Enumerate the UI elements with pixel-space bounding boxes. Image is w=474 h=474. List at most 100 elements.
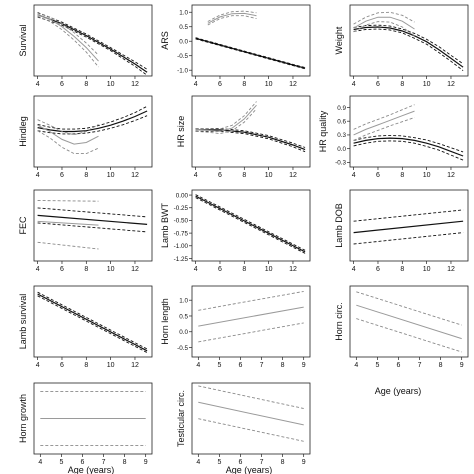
- ci-lower-grey: [207, 15, 257, 26]
- ci-lower-grey: [356, 318, 462, 353]
- x-tick-label: 8: [84, 362, 88, 369]
- y-tick-label: 0.0: [337, 146, 346, 153]
- x-axis-label-row5-mid: Age (years): [226, 465, 273, 474]
- x-tick-label: 10: [423, 172, 431, 179]
- x-tick-label: 5: [217, 459, 221, 466]
- panel-lamb_bwt: 4 6 8 10 12 0.00 -0.25 -0.50 -0.75 -1.00 -1.25 Lamb…: [160, 189, 311, 273]
- line-grey: [198, 306, 304, 327]
- y-axis-label: Horn growth: [18, 394, 28, 443]
- ci-upper-grey: [198, 385, 304, 409]
- x-tick-label: 6: [60, 81, 64, 88]
- ci-lower-black: [37, 222, 148, 233]
- x-tick-label: 10: [107, 362, 115, 369]
- line-black: [195, 129, 306, 151]
- ci-upper-black: [37, 207, 148, 218]
- panel-frame: [33, 4, 153, 77]
- y-axis-label: Testicular circ.: [176, 390, 186, 447]
- x-tick-label: 10: [265, 172, 273, 179]
- y-tick-label: 0.3: [337, 132, 346, 139]
- x-tick-label: 6: [81, 459, 85, 466]
- x-tick-label: 6: [218, 266, 222, 273]
- x-tick-label: 6: [376, 81, 380, 88]
- x-tick-label: 10: [423, 266, 431, 273]
- ci-lower-black: [195, 130, 306, 153]
- ci-upper-black: [37, 291, 148, 350]
- x-tick-label: 4: [352, 81, 356, 88]
- panel-weight: 4 6 8 10 12 Weight: [334, 4, 469, 88]
- x-tick-label: 8: [400, 81, 404, 88]
- x-tick-label: 6: [60, 266, 64, 273]
- line-black: [37, 293, 148, 352]
- x-tick-label: 4: [194, 81, 198, 88]
- x-tick-label: 12: [289, 266, 297, 273]
- panel-frame: [33, 189, 153, 262]
- line-grey: [195, 104, 257, 132]
- x-tick-label: 10: [107, 266, 115, 273]
- panel-testicular_circ: 4 5 6 7 8 9 Testicular circ.: [176, 382, 311, 466]
- x-tick-label: 6: [60, 172, 64, 179]
- panel-ars: 4 6 8 10 12 -1.0 -0.5 0.0 0.5 1.0 ARS: [160, 4, 311, 88]
- y-tick-label: 0.0: [179, 329, 188, 336]
- panel-frame: [349, 189, 469, 262]
- y-tick-label: 0.6: [337, 118, 346, 125]
- x-tick-label: 6: [239, 362, 243, 369]
- panel-lamb_dob: 4 6 8 10 12 Lamb DOB: [334, 189, 469, 273]
- y-axis-label: Lamb DOB: [334, 203, 344, 248]
- panel-lamb_survival: 4 6 8 10 12 Lamb survival: [18, 285, 153, 369]
- ci-upper-black: [353, 209, 464, 222]
- y-axis-label: Lamb survival: [18, 294, 28, 350]
- x-tick-label: 7: [102, 459, 106, 466]
- ci-lower-grey: [37, 15, 99, 68]
- y-axis-label: Survival: [18, 24, 28, 56]
- panel-hindleg: 4 6 8 10 12 Hindleg: [18, 95, 153, 179]
- ci-upper-black: [37, 12, 148, 70]
- line-black: [37, 214, 148, 225]
- line-black: [195, 37, 306, 69]
- x-tick-label: 7: [260, 362, 264, 369]
- x-tick-label: 5: [375, 362, 379, 369]
- x-tick-label: 6: [397, 362, 401, 369]
- y-axis-label: Horn length: [160, 298, 170, 345]
- y-axis-label: HR quality: [318, 110, 328, 152]
- line-grey: [198, 401, 304, 426]
- y-tick-label: 0.0: [179, 39, 188, 46]
- x-tick-label: 6: [376, 266, 380, 273]
- line-black: [353, 137, 464, 157]
- ci-upper-grey: [353, 11, 415, 25]
- x-tick-label: 12: [131, 266, 139, 273]
- x-tick-label: 4: [352, 172, 356, 179]
- x-tick-label: 4: [196, 362, 200, 369]
- ci-lower-black: [37, 295, 148, 353]
- x-tick-label: 4: [36, 362, 40, 369]
- y-tick-label: 1.0: [179, 298, 188, 305]
- panel-frame: [191, 189, 311, 262]
- panel-frame: [349, 285, 469, 358]
- x-tick-label: 10: [107, 172, 115, 179]
- x-tick-label: 12: [447, 172, 455, 179]
- panels: 4 6 8 10 12 Survival 4 6 8 10 12 -1.0 -0.5 0.0 0.5 1.0 A…: [18, 4, 469, 466]
- panel-frame: [33, 285, 153, 358]
- x-axis-label-row5-left: Age (years): [68, 465, 115, 474]
- line-black: [353, 26, 464, 68]
- ci-upper-grey: [198, 290, 304, 311]
- x-tick-label: 12: [447, 81, 455, 88]
- ci-lower-black: [353, 232, 464, 245]
- x-tick-label: 9: [460, 362, 464, 369]
- y-axis-label: Hindleg: [18, 116, 28, 147]
- x-tick-label: 8: [281, 362, 285, 369]
- panel-frame: [349, 4, 469, 77]
- ci-lower-grey: [353, 117, 415, 141]
- y-tick-label: -1.00: [174, 243, 189, 250]
- ci-lower-grey: [198, 418, 304, 442]
- y-tick-label: 0.5: [179, 313, 188, 320]
- line-black: [353, 220, 464, 234]
- y-axis-label: Weight: [334, 26, 344, 54]
- x-tick-label: 7: [260, 459, 264, 466]
- ci-upper-black: [195, 37, 306, 69]
- panel-frame: [191, 285, 311, 358]
- ci-upper-grey: [195, 101, 257, 130]
- y-tick-label: -0.75: [174, 230, 189, 237]
- x-tick-label: 10: [265, 81, 273, 88]
- x-tick-label: 4: [194, 172, 198, 179]
